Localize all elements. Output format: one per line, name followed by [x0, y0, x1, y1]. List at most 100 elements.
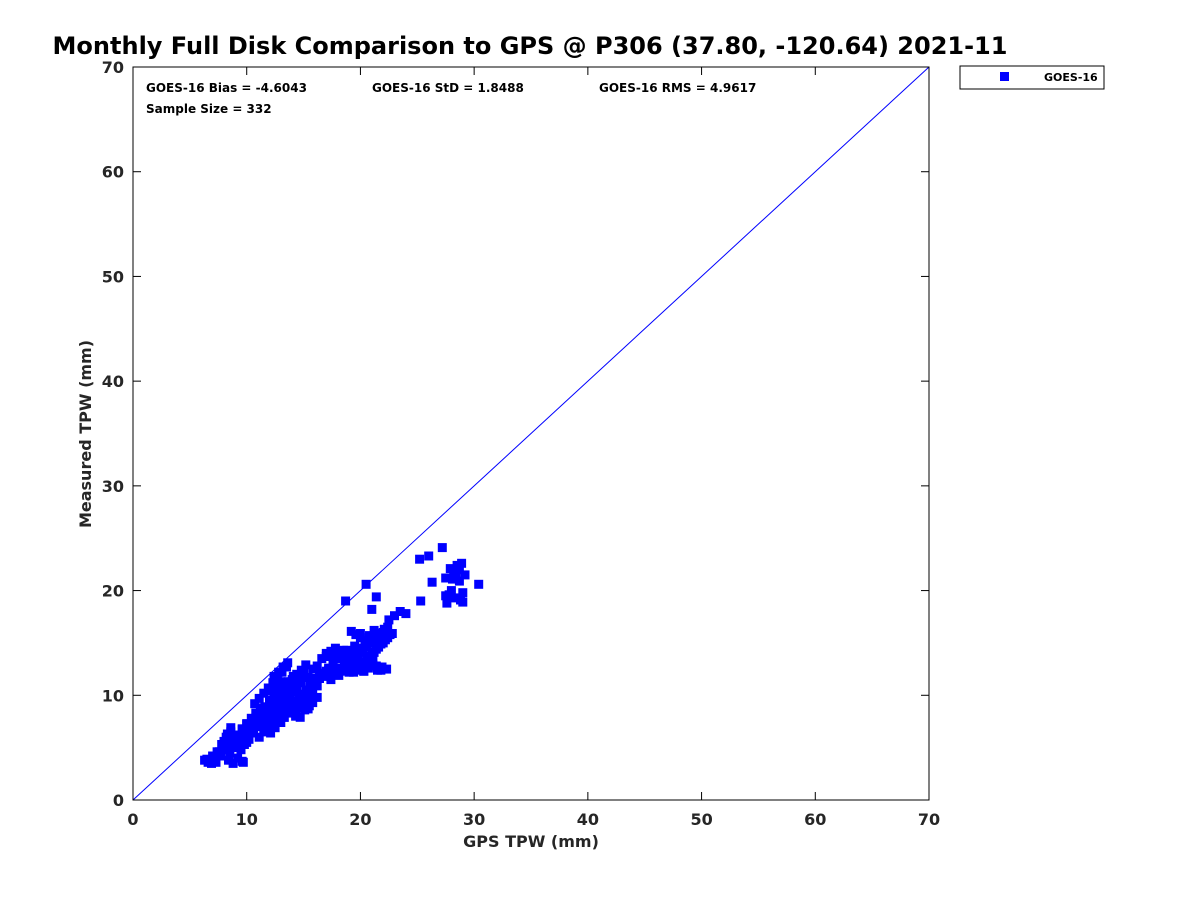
data-point: [297, 690, 307, 700]
data-point: [236, 733, 246, 743]
data-point: [310, 678, 320, 688]
data-point: [460, 570, 470, 580]
data-point: [354, 661, 364, 671]
data-point: [384, 615, 394, 625]
sample-size-stat: Sample Size = 332: [146, 102, 272, 116]
x-tick-label: 0: [127, 810, 138, 829]
data-point: [241, 728, 251, 738]
data-point: [362, 642, 372, 652]
data-point: [380, 635, 390, 645]
y-axis-label: Measured TPW (mm): [76, 340, 95, 528]
data-point: [390, 611, 399, 621]
x-tick-label: 40: [577, 810, 599, 829]
data-point: [303, 673, 313, 682]
data-point: [283, 693, 293, 703]
data-point: [259, 727, 269, 737]
data-point: [401, 609, 411, 619]
data-point: [365, 631, 374, 641]
data-point: [228, 758, 238, 768]
data-point: [453, 563, 463, 572]
y-axis-ticks: 0 10 20 30 40 50 60 70: [102, 58, 929, 810]
data-point: [368, 655, 378, 665]
data-point: [382, 664, 392, 674]
data-point: [355, 629, 365, 638]
data-point: [263, 683, 273, 693]
data-point: [301, 660, 311, 670]
data-point: [456, 595, 465, 605]
data-point: [312, 692, 322, 702]
data-point: [427, 577, 437, 587]
data-point: [383, 622, 393, 632]
data-point: [385, 630, 395, 640]
data-point: [233, 753, 243, 763]
data-point: [290, 686, 299, 696]
data-point: [254, 732, 264, 742]
data-point: [474, 579, 484, 589]
data-point: [342, 645, 352, 655]
rms-stat: GOES-16 RMS = 4.9617: [599, 81, 756, 95]
data-point: [237, 756, 247, 766]
data-point: [326, 675, 336, 685]
data-points: [200, 543, 484, 768]
bias-stat: GOES-16 Bias = -4.6043: [146, 81, 307, 95]
data-point: [279, 712, 289, 722]
y-tick-label: 60: [102, 163, 124, 182]
x-tick-label: 50: [690, 810, 712, 829]
data-point: [441, 591, 451, 601]
data-point: [350, 641, 360, 651]
data-point: [445, 564, 455, 574]
data-point: [450, 593, 460, 603]
data-point: [395, 607, 405, 616]
data-point: [376, 665, 386, 675]
data-point: [303, 691, 313, 701]
data-point: [292, 669, 302, 679]
data-point: [254, 693, 264, 703]
data-point: [437, 543, 447, 553]
data-point: [371, 644, 381, 654]
data-point: [296, 665, 306, 675]
data-point: [305, 683, 315, 693]
data-point: [304, 701, 314, 711]
data-point: [260, 722, 270, 732]
data-point: [250, 721, 260, 731]
data-point: [369, 625, 379, 635]
data-point: [448, 574, 457, 584]
data-point: [340, 658, 349, 668]
data-point: [442, 598, 452, 608]
data-point: [416, 596, 426, 606]
data-point: [312, 661, 322, 671]
data-point: [415, 554, 425, 564]
data-point: [275, 687, 285, 697]
data-point: [424, 551, 434, 561]
y-tick-label: 70: [102, 58, 124, 77]
data-point: [349, 662, 359, 672]
data-point: [263, 709, 273, 719]
legend-marker: [1000, 72, 1009, 81]
data-point: [232, 739, 241, 748]
data-point: [250, 699, 260, 709]
data-point: [245, 723, 255, 733]
legend: GOES-16: [959, 65, 1105, 90]
data-point: [294, 702, 304, 712]
data-point: [225, 748, 235, 758]
x-tick-label: 20: [349, 810, 371, 829]
legend-box: [959, 65, 1105, 90]
data-point: [224, 755, 233, 765]
data-point: [341, 596, 351, 606]
data-point: [251, 708, 261, 718]
data-point: [269, 671, 279, 681]
data-point: [446, 586, 456, 596]
data-point: [327, 649, 337, 659]
x-tick-label: 70: [918, 810, 940, 829]
data-point: [324, 665, 334, 675]
data-point: [210, 751, 220, 761]
plot-area: 0 10 20 30 40 50 60 70 0 10 20 30 40 50 60 70: [102, 58, 940, 829]
data-point: [458, 588, 468, 598]
data-point: [259, 688, 269, 698]
data-point: [283, 658, 293, 668]
data-point: [270, 723, 280, 733]
data-point: [359, 666, 369, 676]
x-axis-ticks: 0 10 20 30 40 50 60 70: [127, 67, 940, 829]
x-axis-label: GPS TPW (mm): [463, 832, 599, 851]
